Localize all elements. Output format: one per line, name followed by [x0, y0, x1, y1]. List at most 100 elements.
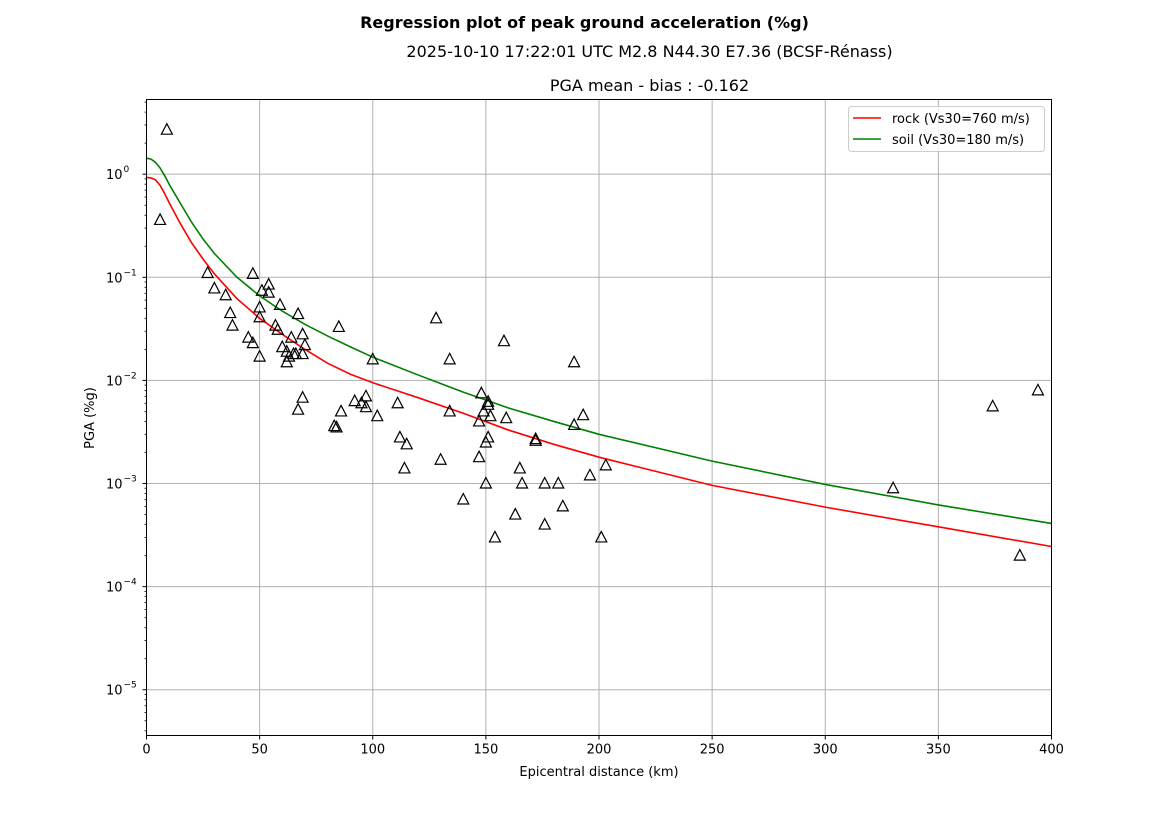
- station-marker: [599, 458, 613, 471]
- y-tick-label: 10: [106, 271, 123, 286]
- y-tick-exponent: −2: [124, 371, 137, 381]
- station-marker: [474, 385, 488, 399]
- station-marker: [499, 410, 513, 424]
- station-marker: [529, 433, 543, 446]
- station-marker: [393, 430, 407, 443]
- station-marker: [271, 322, 285, 335]
- legend: rock (Vs30=760 m/s) soil (Vs30=180 m/s): [848, 106, 1045, 152]
- station-marker: [327, 418, 341, 432]
- station-marker: [497, 333, 511, 347]
- station-marker: [334, 404, 348, 417]
- station-marker: [556, 499, 570, 512]
- y-tick-label: 10: [106, 168, 123, 183]
- station-marker: [538, 517, 552, 530]
- station-marker: [551, 476, 565, 489]
- station-marker: [354, 395, 368, 409]
- station-marker: [284, 330, 298, 343]
- axes-title: PGA mean - bias : -0.162: [549, 76, 750, 95]
- x-tick-label: 300: [813, 743, 838, 758]
- station-marker: [225, 318, 239, 331]
- station-marker: [567, 417, 581, 431]
- station-marker: [443, 352, 457, 365]
- station-marker: [594, 530, 608, 543]
- station-marker: [429, 311, 443, 324]
- legend-label: rock (Vs30=760 m/s): [892, 112, 1030, 127]
- station-markers: [153, 122, 1045, 561]
- x-tick-label: 100: [360, 743, 385, 758]
- legend-box: [848, 106, 1045, 152]
- x-axis-label: Epicentral distance (km): [519, 765, 678, 780]
- station-marker: [508, 507, 522, 520]
- station-marker: [262, 277, 276, 290]
- y-tick-label: 10: [106, 374, 123, 389]
- station-marker: [291, 306, 305, 320]
- station-marker: [255, 283, 269, 296]
- station-marker: [153, 212, 167, 226]
- station-marker: [400, 437, 414, 450]
- station-marker: [567, 354, 581, 368]
- station-marker: [481, 430, 495, 443]
- station-marker: [296, 346, 310, 360]
- station-marker: [298, 337, 312, 351]
- station-marker: [472, 414, 486, 427]
- station-marker: [515, 476, 529, 489]
- station-marker: [481, 397, 495, 410]
- station-marker: [296, 327, 310, 340]
- station-marker: [472, 449, 486, 463]
- station-marker: [223, 305, 237, 319]
- station-marker: [583, 468, 597, 481]
- figure-suptitle: Regression plot of peak ground accelerat…: [360, 13, 809, 32]
- station-marker: [241, 330, 255, 343]
- y-tick-label: 10: [106, 684, 123, 699]
- station-marker: [391, 395, 405, 409]
- station-marker: [986, 399, 1000, 412]
- station-marker: [479, 476, 493, 489]
- x-axis-ticks: 0 50 100 150 200 250 300 350 400: [142, 735, 1064, 758]
- station-marker: [366, 352, 380, 365]
- legend-label: soil (Vs30=180 m/s): [892, 133, 1024, 148]
- station-marker: [253, 309, 267, 323]
- station-marker: [253, 349, 267, 362]
- station-marker: [348, 393, 362, 407]
- station-marker: [886, 480, 900, 494]
- x-tick-label: 350: [926, 743, 951, 758]
- x-tick-label: 200: [587, 743, 612, 758]
- station-marker: [246, 335, 260, 349]
- station-marker: [289, 346, 303, 360]
- y-tick-exponent: −4: [124, 578, 138, 588]
- station-marker: [443, 404, 457, 417]
- x-tick-label: 50: [251, 743, 268, 758]
- x-tick-label: 150: [473, 743, 498, 758]
- station-marker: [370, 408, 384, 422]
- station-marker: [483, 408, 497, 422]
- station-marker: [291, 402, 305, 415]
- y-tick-label: 10: [106, 478, 123, 493]
- y-tick-exponent: −3: [124, 475, 137, 485]
- station-marker: [359, 389, 373, 402]
- station-marker: [538, 476, 552, 489]
- grid-lines: [146, 99, 1052, 736]
- station-marker: [160, 122, 174, 135]
- station-marker: [359, 399, 373, 413]
- station-marker: [434, 452, 448, 465]
- station-marker: [330, 420, 344, 433]
- station-marker: [456, 492, 470, 505]
- y-tick-label: 10: [106, 581, 123, 596]
- y-tick-exponent: −1: [124, 268, 137, 278]
- station-marker: [397, 461, 411, 474]
- station-marker: [275, 339, 289, 353]
- station-marker: [529, 431, 543, 445]
- y-axis-label: PGA (%g): [83, 387, 98, 449]
- x-tick-label: 250: [700, 743, 725, 758]
- station-marker: [513, 461, 527, 474]
- x-tick-label: 400: [1039, 743, 1064, 758]
- y-tick-exponent: 0: [124, 165, 130, 175]
- station-marker: [273, 297, 287, 310]
- station-marker: [219, 287, 233, 301]
- station-marker: [1013, 548, 1027, 561]
- station-marker: [201, 265, 215, 279]
- station-marker: [332, 319, 346, 333]
- station-marker: [246, 266, 260, 279]
